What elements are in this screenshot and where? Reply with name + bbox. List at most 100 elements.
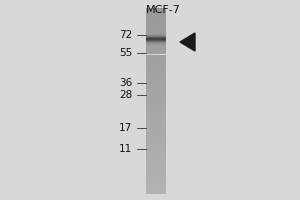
Bar: [146, 97, 166, 98]
Bar: [146, 46, 166, 47]
Bar: [146, 69, 166, 70]
Bar: [146, 87, 166, 88]
Bar: [146, 26, 166, 27]
Bar: [146, 52, 166, 53]
Bar: [146, 11, 166, 12]
Bar: [146, 114, 166, 115]
Bar: [146, 65, 166, 66]
Text: 36: 36: [119, 78, 132, 88]
Bar: [146, 91, 166, 92]
Bar: [146, 109, 166, 110]
Bar: [146, 148, 166, 149]
Bar: [146, 150, 166, 151]
Bar: [146, 20, 166, 21]
Bar: [146, 39, 166, 40]
Bar: [146, 190, 166, 191]
Bar: [146, 47, 166, 48]
Bar: [146, 131, 166, 132]
Bar: [146, 77, 166, 78]
Bar: [146, 64, 166, 65]
Bar: [146, 50, 166, 51]
Bar: [146, 72, 166, 73]
Bar: [146, 145, 166, 146]
Bar: [146, 167, 166, 168]
Bar: [146, 157, 166, 158]
Bar: [146, 129, 166, 130]
Bar: [146, 37, 166, 38]
Bar: [146, 62, 166, 63]
Bar: [146, 29, 166, 30]
Bar: [146, 23, 166, 24]
Bar: [146, 42, 166, 43]
Text: 17: 17: [119, 123, 132, 133]
Bar: [146, 140, 166, 141]
Bar: [146, 152, 166, 153]
Bar: [146, 86, 166, 87]
Bar: [146, 119, 166, 120]
Bar: [146, 116, 166, 117]
Bar: [146, 169, 166, 170]
Bar: [146, 160, 166, 161]
Bar: [146, 179, 166, 180]
Bar: [146, 188, 166, 189]
Bar: [146, 107, 166, 108]
Bar: [146, 105, 166, 106]
Bar: [146, 102, 166, 103]
Bar: [146, 82, 166, 83]
Bar: [146, 93, 166, 94]
Bar: [146, 92, 166, 93]
Bar: [146, 81, 166, 82]
Bar: [146, 38, 166, 39]
Bar: [146, 70, 166, 71]
Bar: [146, 17, 166, 18]
Bar: [146, 59, 166, 60]
Bar: [146, 32, 166, 33]
Bar: [146, 181, 166, 182]
Bar: [146, 60, 166, 61]
Bar: [146, 120, 166, 121]
Bar: [146, 10, 166, 11]
Bar: [146, 57, 166, 58]
Bar: [146, 67, 166, 68]
Bar: [146, 125, 166, 126]
Bar: [146, 76, 166, 77]
Bar: [146, 134, 166, 135]
Bar: [146, 74, 166, 75]
Bar: [146, 127, 166, 128]
Bar: [146, 9, 166, 10]
Bar: [146, 16, 166, 17]
Bar: [146, 111, 166, 112]
Bar: [146, 173, 166, 174]
Bar: [146, 118, 166, 119]
Bar: [146, 33, 166, 34]
Bar: [146, 25, 166, 26]
Text: MCF-7: MCF-7: [146, 5, 181, 15]
Bar: [146, 172, 166, 173]
Bar: [146, 151, 166, 152]
Bar: [146, 193, 166, 194]
Bar: [146, 164, 166, 165]
Bar: [146, 156, 166, 157]
Bar: [146, 178, 166, 179]
Bar: [146, 55, 166, 56]
Bar: [146, 176, 166, 177]
Bar: [146, 51, 166, 52]
Bar: [146, 110, 166, 111]
Bar: [146, 192, 166, 193]
Bar: [146, 63, 166, 64]
Bar: [146, 49, 166, 50]
Bar: [146, 177, 166, 178]
Bar: [146, 106, 166, 107]
Bar: [146, 135, 166, 136]
Bar: [146, 170, 166, 171]
Text: 11: 11: [119, 144, 132, 154]
Bar: [146, 117, 166, 118]
Bar: [146, 143, 166, 144]
Bar: [146, 73, 166, 74]
Bar: [146, 185, 166, 186]
Bar: [146, 132, 166, 133]
Bar: [146, 28, 166, 29]
Bar: [146, 36, 166, 37]
Bar: [146, 94, 166, 95]
Bar: [146, 85, 166, 86]
